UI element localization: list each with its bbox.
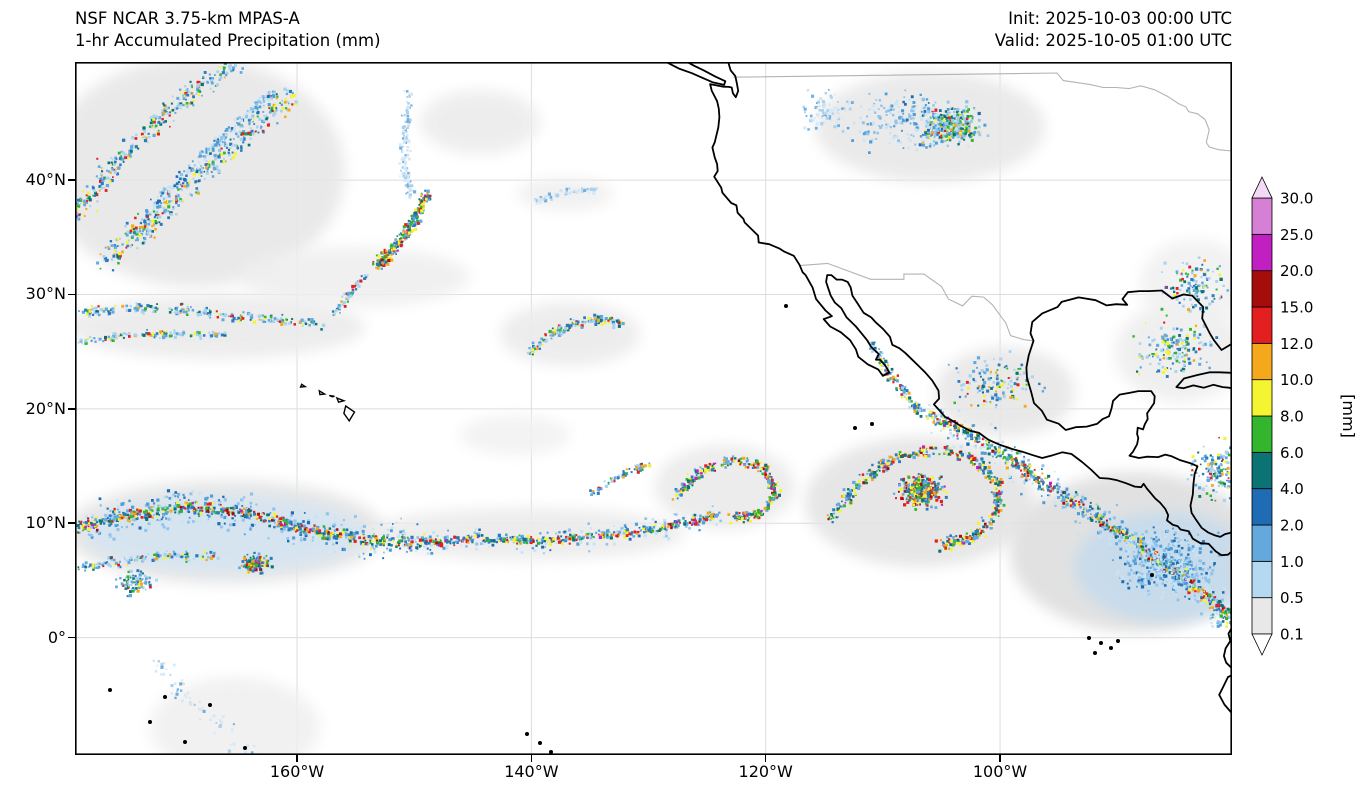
colorbar-segment <box>1251 524 1273 562</box>
colorbar-tick-label: 1.0 <box>1280 553 1304 571</box>
colorbar-tick-label: 25.0 <box>1280 226 1313 244</box>
lon-tick-label: 100°W <box>972 762 1028 781</box>
colorbar-tick-label: 4.0 <box>1280 480 1304 498</box>
lat-tick-label: 30°N <box>25 284 66 304</box>
lat-tick-mark <box>68 179 75 181</box>
lon-tick-label: 140°W <box>504 762 559 781</box>
lon-tick-label: 120°W <box>738 762 793 781</box>
colorbar-segment <box>1251 415 1273 453</box>
lat-tick-label: 40°N <box>25 170 66 190</box>
colorbar-tick-label: 0.5 <box>1280 589 1304 607</box>
precip-speckles <box>75 62 1232 755</box>
lon-tick-mark <box>530 755 533 762</box>
lon-tick-mark <box>296 755 298 762</box>
lat-tick-label: 10°N <box>25 513 66 533</box>
colorbar-tick-label: 20.0 <box>1280 262 1313 280</box>
init-time: Init: 2025-10-03 00:00 UTC <box>1008 9 1232 28</box>
lat-tick-mark <box>68 293 75 296</box>
colorbar-segment <box>1251 488 1273 526</box>
lat-tick-label: 20°N <box>25 398 66 418</box>
colorbar-tick-label: 2.0 <box>1280 517 1304 535</box>
colorbar: 0.1 0.5 1.0 2.0 4.0 6.0 8.0 10.0 12.0 15.0 20.0 25.… <box>1251 176 1358 656</box>
lon-tick-mark <box>764 755 767 762</box>
lon-tick-label: 160°W <box>269 762 325 781</box>
plot-titles: NSF NCAR 3.75-km MPAS-A 1-hr Accumulated… <box>75 8 381 52</box>
valid-time: Valid: 2025-10-05 01:00 UTC <box>994 31 1232 50</box>
colorbar-segment <box>1251 270 1273 308</box>
colorbar-tick-label: 6.0 <box>1280 444 1304 462</box>
colorbar-tick-label: 12.0 <box>1280 335 1313 353</box>
lat-tick-mark <box>68 522 75 524</box>
product-title: 1-hr Accumulated Precipitation (mm) <box>75 31 381 50</box>
lat-tick-mark <box>68 636 75 639</box>
colorbar-unit-label: [mm] <box>1339 394 1358 438</box>
colorbar-over-arrow <box>1251 176 1273 199</box>
colorbar-segment <box>1251 342 1273 381</box>
colorbar-tick-label: 8.0 <box>1280 408 1304 426</box>
model-title: NSF NCAR 3.75-km MPAS-A <box>75 9 300 28</box>
colorbar-segment <box>1251 197 1273 235</box>
colorbar-segment <box>1251 233 1273 272</box>
country-borders <box>733 72 1232 342</box>
map-plot <box>75 62 1232 755</box>
colorbar-segment <box>1251 451 1273 490</box>
coastlines <box>665 62 1232 715</box>
colorbar-segment <box>1251 379 1273 417</box>
colorbar-tick-label: 10.0 <box>1280 371 1313 389</box>
islands <box>108 304 1154 754</box>
lat-tick-mark <box>68 408 75 410</box>
map-layers <box>75 62 1232 755</box>
colorbar-segment <box>1251 560 1273 599</box>
colorbar-tick-label: 15.0 <box>1280 299 1313 317</box>
map-canvas <box>75 62 1232 755</box>
colorbar-tick-label: 0.1 <box>1280 626 1304 644</box>
lon-tick-mark <box>999 755 1001 762</box>
colorbar-segment <box>1251 597 1273 635</box>
plot-times: Init: 2025-10-03 00:00 UTC Valid: 2025-1… <box>995 8 1232 52</box>
colorbar-tick-label: 30.0 <box>1280 190 1313 208</box>
colorbar-segment <box>1251 306 1273 344</box>
colorbar-under-arrow <box>1251 633 1273 656</box>
lat-tick-label: 0° <box>47 627 66 647</box>
